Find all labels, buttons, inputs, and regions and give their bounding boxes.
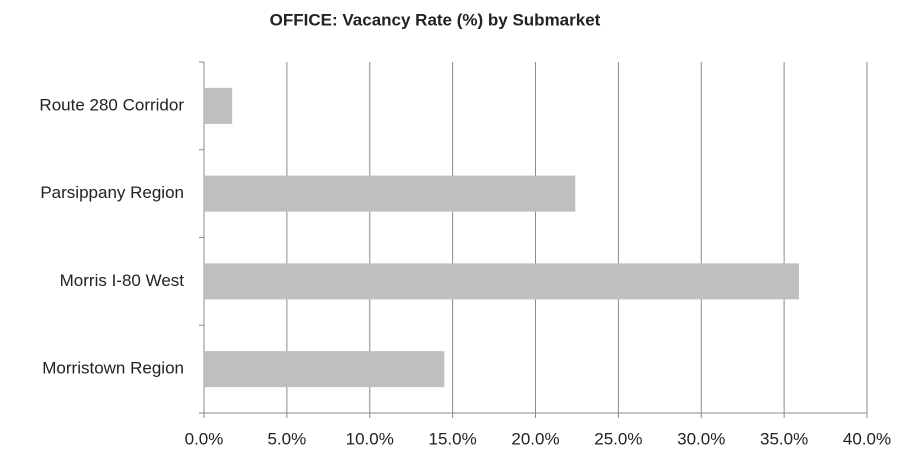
- chart-title: OFFICE: Vacancy Rate (%) by Submarket: [270, 10, 601, 29]
- x-tick-label: 30.0%: [677, 429, 725, 448]
- x-tick-label: 40.0%: [843, 429, 891, 448]
- x-tick-label: 15.0%: [429, 429, 477, 448]
- y-tick-label: Parsippany Region: [40, 183, 184, 202]
- x-tick-label: 0.0%: [185, 429, 224, 448]
- y-tick-label: Route 280 Corridor: [39, 95, 184, 114]
- x-tick-label: 10.0%: [346, 429, 394, 448]
- y-tick-label: Morristown Region: [42, 359, 184, 378]
- x-tick-label: 20.0%: [511, 429, 559, 448]
- x-tick-label: 5.0%: [268, 429, 307, 448]
- x-tick-label: 25.0%: [594, 429, 642, 448]
- x-tick-label: 35.0%: [760, 429, 808, 448]
- bar: [204, 87, 233, 124]
- bar: [204, 175, 576, 212]
- y-tick-label: Morris I-80 West: [60, 271, 185, 290]
- bar: [204, 263, 800, 300]
- bar: [204, 351, 445, 388]
